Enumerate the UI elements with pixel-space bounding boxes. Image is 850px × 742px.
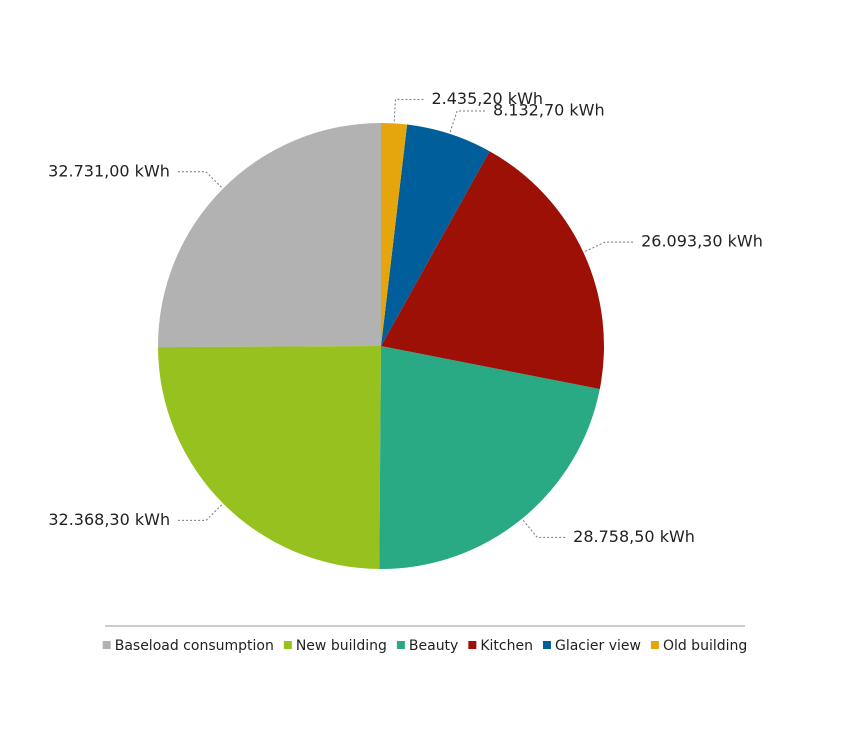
value-label: 8.132,70 kWh — [493, 100, 605, 119]
leader-line — [393, 98, 426, 122]
legend: Baseload consumption New building Beauty Ki… — [102, 638, 747, 654]
legend-swatch — [283, 641, 292, 649]
value-label: 32.731,00 kWh — [48, 161, 170, 180]
pie-slice — [158, 346, 381, 569]
legend-label: Old building — [663, 638, 747, 654]
legend-label: Kitchen — [480, 638, 533, 654]
value-label: 32.368,30 kWh — [48, 510, 170, 529]
legend-label: Glacier view — [555, 638, 641, 654]
legend-swatch — [102, 641, 111, 649]
legend-swatch — [650, 641, 659, 649]
legend-label: Beauty — [409, 638, 458, 654]
pie-slice — [381, 151, 605, 390]
pie: 32.731,00 kWh 32.368,30 kWh 28.758,50 kWh 2… — [48, 89, 763, 569]
legend-swatch — [542, 641, 551, 649]
legend-label: Baseload consumption — [115, 638, 274, 654]
leader-line — [449, 110, 488, 133]
legend-swatch — [468, 641, 477, 649]
pie-slice — [379, 346, 600, 569]
value-label: 28.758,50 kWh — [573, 527, 695, 546]
pie-slice — [158, 123, 381, 348]
value-label: 26.093,30 kWh — [641, 232, 763, 251]
leader-line — [175, 171, 222, 188]
legend-swatch — [396, 641, 405, 649]
value-label: 2.435,20 kWh — [431, 89, 543, 108]
leader-line — [176, 504, 223, 521]
legend-label: New building — [296, 638, 387, 654]
leader-line — [522, 519, 568, 538]
pie-slice — [381, 123, 408, 346]
pie-slice — [381, 124, 490, 346]
leader-line — [584, 241, 636, 252]
